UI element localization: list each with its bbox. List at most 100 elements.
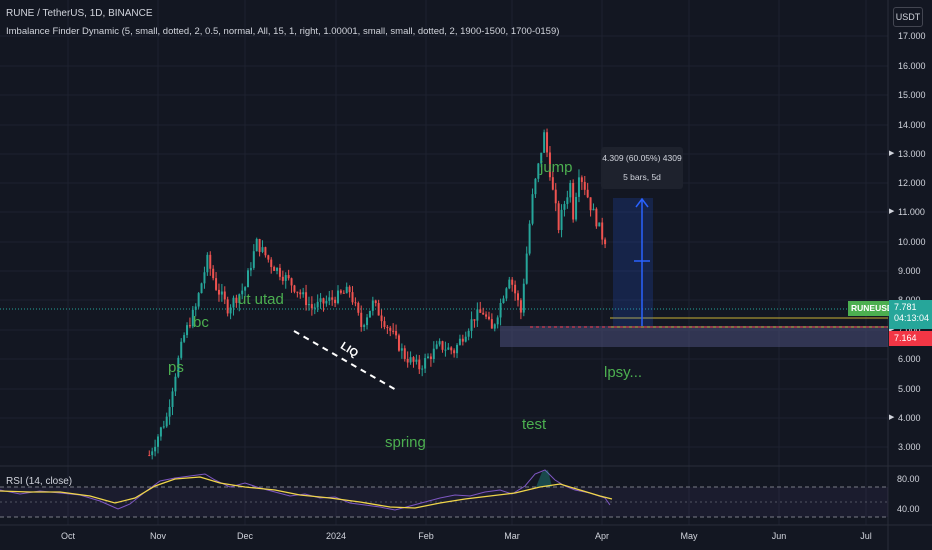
candle-body [252,251,255,268]
candle-body [206,254,209,273]
measure-line-1: 4.309 (60.05%) 4309 [602,153,682,163]
candle-body [572,183,575,220]
candle-body [267,255,270,260]
candle-body [487,316,490,320]
candle-body [235,297,238,303]
time-tick: Jul [860,531,872,541]
candle-body [258,238,261,252]
candle-body [580,177,583,182]
candle-body [264,247,267,256]
price-tick-arrow-icon: ▶ [889,326,895,333]
candle-body [444,349,447,351]
annotation-lpsy: lpsy... [604,364,643,381]
rsi-line [0,469,611,511]
price-tick-arrow-icon: ▶ [889,414,895,421]
price-tick: 17.000 [898,31,926,41]
candle-body [148,455,151,457]
candle-body [395,331,398,336]
candle-body [453,350,456,354]
countdown: 04:13:04 [894,313,930,323]
candle-body [296,291,299,293]
annotation-test: test [522,416,547,433]
candle-body [502,298,505,303]
candle-body [598,222,601,227]
candle-body [162,426,165,428]
candle-body [171,391,174,408]
candle-body [276,267,279,271]
candle-body [406,358,409,363]
indicator-title: Imbalance Finder Dynamic (5, small, dott… [6,26,560,37]
candle-body [403,348,406,359]
candle-body [278,267,281,277]
candle-body [238,294,241,303]
candle-body [456,344,459,354]
candle-body [485,314,488,317]
candle-body [305,292,308,306]
liq-trendline [293,330,399,392]
price-tick: 7.000 [898,325,921,335]
candle-body [461,338,464,342]
candle-body [505,288,508,299]
candle-body [339,290,342,293]
candle-body [566,197,569,205]
price-tick: 16.000 [898,61,926,71]
candle-body [157,436,159,447]
candle-body [531,194,534,224]
candle-body [310,304,313,309]
candle-body [368,310,371,318]
candle-body [604,239,607,245]
currency-button[interactable]: USDT [893,7,923,27]
candle-body [427,356,429,359]
annotation-ps: ps [168,359,184,376]
candle-body [371,300,374,311]
candle-body [249,267,252,271]
candle-body [424,358,427,369]
candle-body [389,327,392,331]
candle-body [180,341,183,358]
candle-body [363,325,366,327]
candle-body [337,290,339,304]
annotation-ut-utad: ut utad [238,291,284,308]
candle-body [392,330,395,332]
candle-body [595,208,598,227]
candle-body [499,302,502,318]
candle-body [293,285,296,292]
candle-body [522,283,525,313]
candle-body [165,416,168,427]
candle-body [325,300,328,304]
candle-body [543,132,546,153]
candle-body [447,347,450,350]
rsi-ma-line [0,476,613,509]
candle-body [197,293,200,307]
candle-body [589,197,592,211]
candle-body [490,319,493,329]
price-tick: 14.000 [898,120,926,130]
candle-body [255,238,258,252]
time-tick: Oct [60,531,75,541]
candle-body [534,178,537,195]
candle-body [551,177,554,190]
candle-body [517,293,519,301]
candle-body [377,303,380,316]
time-tick: Dec [236,531,253,541]
candle-body [470,319,473,331]
measure-arrowhead [635,197,649,208]
candle-body [540,152,543,164]
price-tick: 4.000 [898,413,921,423]
price-tick: 12.000 [898,178,926,188]
candle-body [575,196,578,220]
candle-body [577,177,580,197]
candle-body [493,324,496,329]
candle-body [450,347,453,351]
imbalance-zone [500,326,888,347]
candle-body [476,309,479,321]
candle-body [322,298,325,304]
candle-body [200,283,203,294]
candle-body [191,309,194,327]
candle-body [217,289,220,295]
price-tick: 9.000 [898,266,921,276]
candle-body [508,279,511,289]
candle-body [374,300,377,304]
